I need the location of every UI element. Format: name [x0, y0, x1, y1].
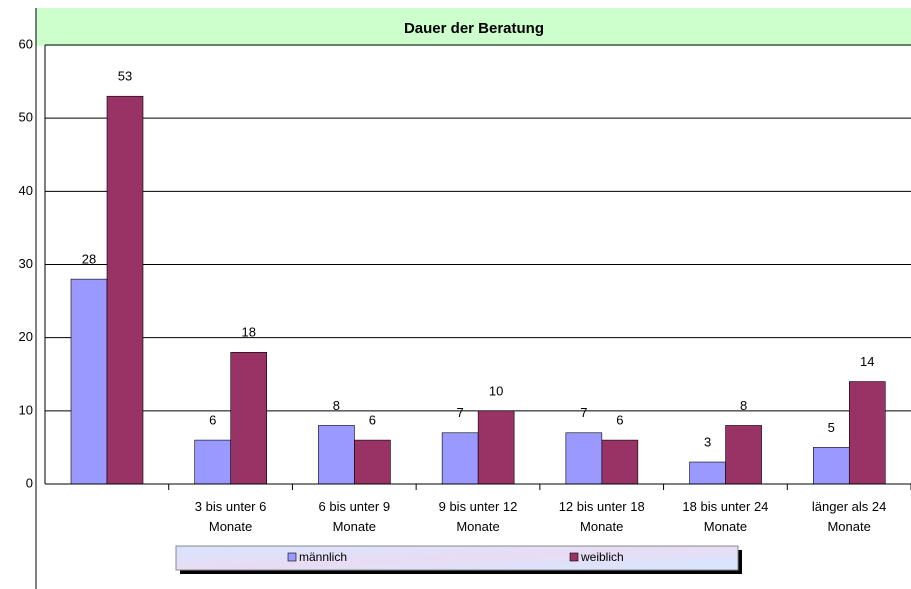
- legend-label: männlich: [299, 550, 347, 564]
- data-label: 7: [457, 405, 464, 420]
- y-tick-label: 0: [26, 475, 33, 490]
- bar: [354, 439, 391, 485]
- data-label: 6: [209, 413, 216, 428]
- bar: [318, 425, 355, 485]
- x-tick-label: 9 bis unter 12 Monate: [439, 499, 518, 534]
- bar: [601, 439, 639, 485]
- bar: [477, 410, 515, 485]
- title-band: [36, 8, 911, 46]
- y-tick-label: 20: [19, 329, 33, 344]
- legend: [175, 545, 739, 571]
- bar: [812, 447, 850, 485]
- y-tick-label: 30: [19, 256, 33, 271]
- bar: [848, 381, 886, 485]
- data-label: 3: [704, 434, 711, 449]
- y-tick-label: 10: [19, 402, 33, 417]
- bar: [689, 461, 726, 485]
- bar: [725, 425, 762, 485]
- y-tick-label: 40: [19, 183, 33, 198]
- x-tick-label: 12 bis unter 18 Monate: [559, 499, 645, 534]
- x-tick-label: länger als 24 Monate: [812, 499, 886, 534]
- bar: [230, 351, 268, 485]
- legend-label: weiblich: [580, 550, 624, 564]
- data-label: 5: [828, 420, 835, 435]
- x-tick-label: 18 bis unter 24 Monate: [682, 499, 768, 534]
- chart-title: Dauer der Beratung: [404, 20, 544, 37]
- bar: [441, 432, 479, 485]
- x-tick-label: 3 bis unter 6 Monate: [195, 499, 267, 534]
- data-label: 8: [740, 398, 747, 413]
- legend-swatch: [569, 552, 579, 562]
- legend-swatch: [287, 552, 297, 562]
- y-tick-label: 60: [19, 36, 33, 51]
- data-label: 6: [369, 413, 376, 428]
- data-label: 6: [616, 413, 623, 428]
- bar: [106, 95, 144, 485]
- data-label: 18: [241, 325, 255, 340]
- y-tick-label: 50: [19, 110, 33, 125]
- data-label: 53: [118, 69, 132, 84]
- bar: [70, 278, 108, 485]
- data-label: 7: [580, 405, 587, 420]
- data-label: 8: [333, 398, 340, 413]
- bar: [565, 432, 603, 485]
- x-tick-label: 6 bis unter 9 Monate: [319, 499, 391, 534]
- bar: [194, 439, 232, 485]
- data-label: 10: [489, 383, 503, 398]
- data-label: 28: [82, 252, 96, 267]
- data-label: 14: [860, 354, 874, 369]
